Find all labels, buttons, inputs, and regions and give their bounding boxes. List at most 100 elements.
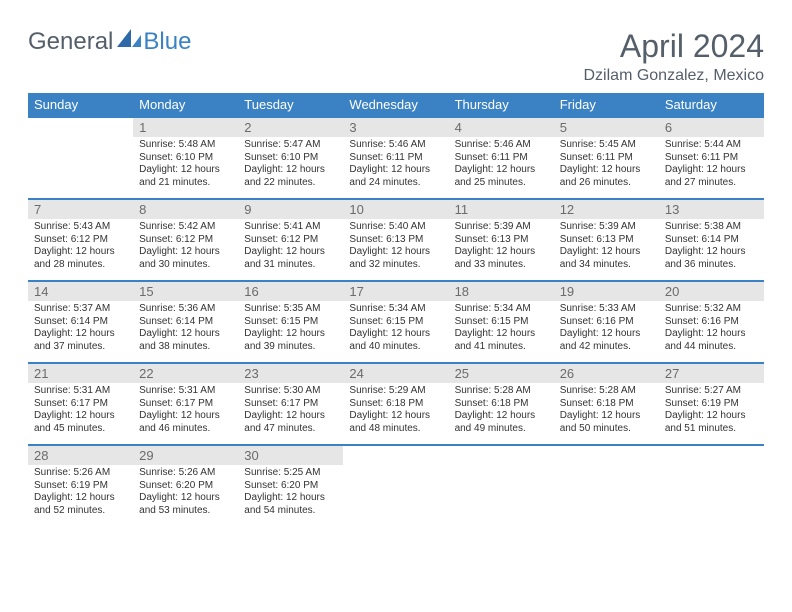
sunset-line: Sunset: 6:14 PM — [665, 234, 758, 247]
day-cell: 26Sunrise: 5:28 AMSunset: 6:18 PMDayligh… — [554, 363, 659, 445]
daylight-line: Daylight: 12 hours and 37 minutes. — [34, 328, 127, 353]
sunset-line: Sunset: 6:14 PM — [34, 316, 127, 329]
weekday-header: Saturday — [659, 93, 764, 117]
weekday-header: Friday — [554, 93, 659, 117]
sunrise-line: Sunrise: 5:45 AM — [560, 139, 653, 152]
day-cell — [28, 117, 133, 199]
sunrise-line: Sunrise: 5:26 AM — [139, 467, 232, 480]
sunset-line: Sunset: 6:19 PM — [34, 480, 127, 493]
day-body: Sunrise: 5:34 AMSunset: 6:15 PMDaylight:… — [343, 301, 448, 357]
day-number: 22 — [133, 364, 238, 383]
sunset-line: Sunset: 6:13 PM — [560, 234, 653, 247]
weekday-header: Wednesday — [343, 93, 448, 117]
daylight-line: Daylight: 12 hours and 50 minutes. — [560, 410, 653, 435]
day-cell: 18Sunrise: 5:34 AMSunset: 6:15 PMDayligh… — [449, 281, 554, 363]
daylight-line: Daylight: 12 hours and 26 minutes. — [560, 164, 653, 189]
sunrise-line: Sunrise: 5:27 AM — [665, 385, 758, 398]
day-cell: 2Sunrise: 5:47 AMSunset: 6:10 PMDaylight… — [238, 117, 343, 199]
daylight-line: Daylight: 12 hours and 52 minutes. — [34, 492, 127, 517]
sunset-line: Sunset: 6:18 PM — [349, 398, 442, 411]
weekday-header: Sunday — [28, 93, 133, 117]
day-cell: 25Sunrise: 5:28 AMSunset: 6:18 PMDayligh… — [449, 363, 554, 445]
brand-logo: General Blue — [28, 28, 191, 56]
sunrise-line: Sunrise: 5:36 AM — [139, 303, 232, 316]
sunrise-line: Sunrise: 5:31 AM — [34, 385, 127, 398]
sunrise-line: Sunrise: 5:42 AM — [139, 221, 232, 234]
sunset-line: Sunset: 6:15 PM — [244, 316, 337, 329]
day-number: 11 — [449, 200, 554, 219]
daylight-line: Daylight: 12 hours and 25 minutes. — [455, 164, 548, 189]
day-number: 28 — [28, 446, 133, 465]
sunset-line: Sunset: 6:17 PM — [244, 398, 337, 411]
day-number: 16 — [238, 282, 343, 301]
sunrise-line: Sunrise: 5:41 AM — [244, 221, 337, 234]
week-row: 1Sunrise: 5:48 AMSunset: 6:10 PMDaylight… — [28, 117, 764, 199]
daylight-line: Daylight: 12 hours and 22 minutes. — [244, 164, 337, 189]
day-cell: 28Sunrise: 5:26 AMSunset: 6:19 PMDayligh… — [28, 445, 133, 527]
day-body: Sunrise: 5:27 AMSunset: 6:19 PMDaylight:… — [659, 383, 764, 439]
day-number: 25 — [449, 364, 554, 383]
day-body: Sunrise: 5:47 AMSunset: 6:10 PMDaylight:… — [238, 137, 343, 193]
day-cell: 10Sunrise: 5:40 AMSunset: 6:13 PMDayligh… — [343, 199, 448, 281]
day-body: Sunrise: 5:44 AMSunset: 6:11 PMDaylight:… — [659, 137, 764, 193]
daylight-line: Daylight: 12 hours and 30 minutes. — [139, 246, 232, 271]
day-body: Sunrise: 5:25 AMSunset: 6:20 PMDaylight:… — [238, 465, 343, 521]
day-number: 7 — [28, 200, 133, 219]
day-body: Sunrise: 5:42 AMSunset: 6:12 PMDaylight:… — [133, 219, 238, 275]
sunset-line: Sunset: 6:15 PM — [349, 316, 442, 329]
day-body: Sunrise: 5:45 AMSunset: 6:11 PMDaylight:… — [554, 137, 659, 193]
day-body: Sunrise: 5:26 AMSunset: 6:19 PMDaylight:… — [28, 465, 133, 521]
daylight-line: Daylight: 12 hours and 49 minutes. — [455, 410, 548, 435]
daylight-line: Daylight: 12 hours and 47 minutes. — [244, 410, 337, 435]
month-title: April 2024 — [584, 28, 765, 65]
day-cell — [659, 445, 764, 527]
sunset-line: Sunset: 6:15 PM — [455, 316, 548, 329]
day-number: 17 — [343, 282, 448, 301]
day-number: 10 — [343, 200, 448, 219]
daylight-line: Daylight: 12 hours and 27 minutes. — [665, 164, 758, 189]
sunset-line: Sunset: 6:10 PM — [244, 152, 337, 165]
day-cell: 15Sunrise: 5:36 AMSunset: 6:14 PMDayligh… — [133, 281, 238, 363]
daylight-line: Daylight: 12 hours and 46 minutes. — [139, 410, 232, 435]
day-body: Sunrise: 5:46 AMSunset: 6:11 PMDaylight:… — [449, 137, 554, 193]
day-cell: 11Sunrise: 5:39 AMSunset: 6:13 PMDayligh… — [449, 199, 554, 281]
daylight-line: Daylight: 12 hours and 33 minutes. — [455, 246, 548, 271]
daylight-line: Daylight: 12 hours and 48 minutes. — [349, 410, 442, 435]
day-cell: 20Sunrise: 5:32 AMSunset: 6:16 PMDayligh… — [659, 281, 764, 363]
day-number: 13 — [659, 200, 764, 219]
sunrise-line: Sunrise: 5:43 AM — [34, 221, 127, 234]
sunrise-line: Sunrise: 5:38 AM — [665, 221, 758, 234]
day-cell: 29Sunrise: 5:26 AMSunset: 6:20 PMDayligh… — [133, 445, 238, 527]
day-number: 6 — [659, 118, 764, 137]
daylight-line: Daylight: 12 hours and 28 minutes. — [34, 246, 127, 271]
sunrise-line: Sunrise: 5:32 AM — [665, 303, 758, 316]
daylight-line: Daylight: 12 hours and 41 minutes. — [455, 328, 548, 353]
daylight-line: Daylight: 12 hours and 31 minutes. — [244, 246, 337, 271]
sunrise-line: Sunrise: 5:33 AM — [560, 303, 653, 316]
day-body: Sunrise: 5:32 AMSunset: 6:16 PMDaylight:… — [659, 301, 764, 357]
day-number: 8 — [133, 200, 238, 219]
day-cell: 7Sunrise: 5:43 AMSunset: 6:12 PMDaylight… — [28, 199, 133, 281]
sunrise-line: Sunrise: 5:44 AM — [665, 139, 758, 152]
daylight-line: Daylight: 12 hours and 38 minutes. — [139, 328, 232, 353]
day-body: Sunrise: 5:38 AMSunset: 6:14 PMDaylight:… — [659, 219, 764, 275]
day-cell: 21Sunrise: 5:31 AMSunset: 6:17 PMDayligh… — [28, 363, 133, 445]
sunset-line: Sunset: 6:13 PM — [349, 234, 442, 247]
calendar-table: Sunday Monday Tuesday Wednesday Thursday… — [28, 93, 764, 527]
day-body: Sunrise: 5:29 AMSunset: 6:18 PMDaylight:… — [343, 383, 448, 439]
day-cell: 13Sunrise: 5:38 AMSunset: 6:14 PMDayligh… — [659, 199, 764, 281]
sunset-line: Sunset: 6:14 PM — [139, 316, 232, 329]
week-row: 28Sunrise: 5:26 AMSunset: 6:19 PMDayligh… — [28, 445, 764, 527]
sunrise-line: Sunrise: 5:46 AM — [349, 139, 442, 152]
sunset-line: Sunset: 6:18 PM — [560, 398, 653, 411]
day-body: Sunrise: 5:34 AMSunset: 6:15 PMDaylight:… — [449, 301, 554, 357]
weekday-header: Tuesday — [238, 93, 343, 117]
sunset-line: Sunset: 6:18 PM — [455, 398, 548, 411]
daylight-line: Daylight: 12 hours and 53 minutes. — [139, 492, 232, 517]
day-cell — [449, 445, 554, 527]
brand-part2: Blue — [143, 28, 191, 56]
daylight-line: Daylight: 12 hours and 42 minutes. — [560, 328, 653, 353]
sunset-line: Sunset: 6:12 PM — [139, 234, 232, 247]
day-cell: 16Sunrise: 5:35 AMSunset: 6:15 PMDayligh… — [238, 281, 343, 363]
week-row: 14Sunrise: 5:37 AMSunset: 6:14 PMDayligh… — [28, 281, 764, 363]
